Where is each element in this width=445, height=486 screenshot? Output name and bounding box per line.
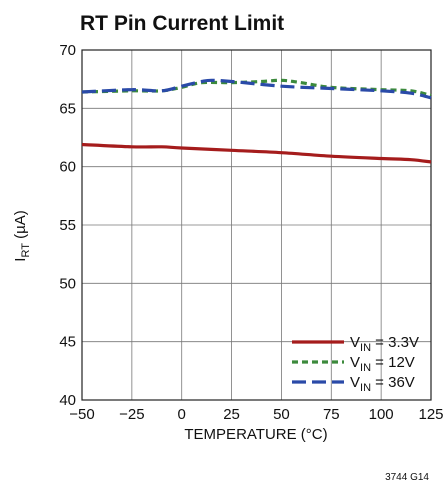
x-tick-label: 125 bbox=[418, 406, 443, 423]
x-tick-label: −25 bbox=[119, 406, 144, 423]
x-axis-label: TEMPERATURE (°C) bbox=[184, 426, 327, 443]
series-layer bbox=[81, 78, 432, 164]
legend-label-1: VIN = 12V bbox=[350, 354, 415, 374]
y-tick-label: 55 bbox=[59, 217, 76, 234]
x-tick-labels: −50 −25 0 25 50 75 100 125 bbox=[69, 406, 443, 423]
legend-label-0: VIN = 3.3V bbox=[350, 334, 419, 354]
y-axis-label: IRT (µA) bbox=[12, 210, 32, 261]
plot-frame bbox=[81, 49, 432, 401]
x-tick-label: −50 bbox=[69, 406, 94, 423]
y-tick-label: 70 bbox=[59, 42, 76, 59]
x-tick-label: 100 bbox=[369, 406, 394, 423]
y-axis-label-unit: (µA) bbox=[12, 210, 29, 243]
series-line-0 bbox=[81, 142, 432, 164]
y-tick-label: 50 bbox=[59, 275, 76, 292]
series-line-1 bbox=[81, 78, 432, 98]
y-axis-label-sub: RT bbox=[20, 243, 32, 258]
y-tick-label: 40 bbox=[59, 392, 76, 409]
grid bbox=[82, 50, 431, 400]
x-tick-label: 75 bbox=[323, 406, 340, 423]
y-tick-label: 65 bbox=[59, 100, 76, 117]
chart-title: RT Pin Current Limit bbox=[80, 12, 284, 35]
legend-label-2: VIN = 36V bbox=[350, 374, 415, 394]
x-tick-label: 25 bbox=[223, 406, 240, 423]
figure-id: 3744 G14 bbox=[385, 472, 429, 483]
y-tick-label: 60 bbox=[59, 159, 76, 176]
y-tick-label: 45 bbox=[59, 334, 76, 351]
x-tick-label: 0 bbox=[178, 406, 186, 423]
x-tick-label: 50 bbox=[273, 406, 290, 423]
y-axis-label-main: I bbox=[12, 258, 29, 262]
series-line-2 bbox=[81, 78, 432, 100]
y-tick-labels: 40 45 50 55 60 65 70 bbox=[59, 42, 76, 409]
